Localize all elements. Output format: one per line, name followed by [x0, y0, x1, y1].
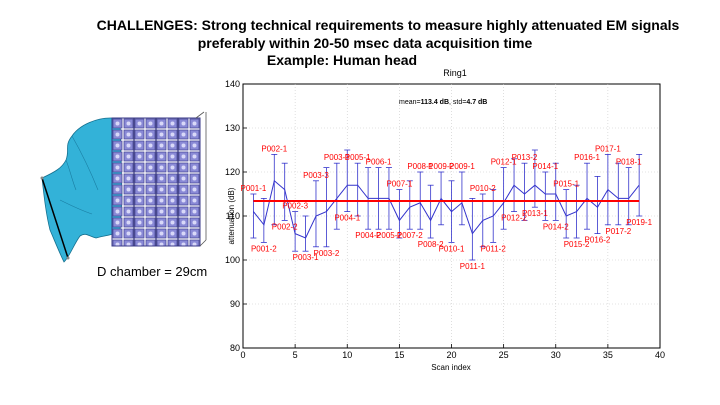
y-tick-label: 140 — [225, 79, 240, 89]
point-label: P004-1 — [334, 214, 360, 223]
point-label: P003-1 — [293, 253, 319, 262]
head-surface — [41, 117, 123, 263]
point-label: P017-1 — [595, 144, 621, 153]
point-label: P019-1 — [626, 218, 652, 227]
std-value: 4.7 dB — [466, 99, 487, 106]
chart-title: Ring1 — [443, 68, 467, 78]
x-tick-label: 30 — [551, 350, 561, 360]
point-label: P003-3 — [303, 171, 329, 180]
point-label: P004-2 — [355, 231, 381, 240]
point-label: P012-1 — [491, 158, 517, 167]
point-label: P005-2 — [376, 231, 402, 240]
point-labels: P001-1P001-2P002-1P002-2P002-3P003-1P003… — [241, 144, 653, 271]
point-label: P001-2 — [251, 244, 277, 253]
y-tick-label: 80 — [230, 343, 240, 353]
point-label: P016-1 — [574, 153, 600, 162]
std-label: std= — [453, 99, 466, 106]
point-label: P010-2 — [470, 184, 496, 193]
point-label: P015-1 — [553, 180, 579, 189]
point-label: P017-2 — [605, 227, 631, 236]
y-axis-label: attenuation (dB) — [227, 187, 236, 244]
x-tick-label: 40 — [655, 350, 665, 360]
y-tick-label: 120 — [225, 167, 240, 177]
y-tick-label: 100 — [225, 255, 240, 265]
point-label: P007-1 — [386, 180, 412, 189]
chamber-diameter-label: D chamber = 29cm — [97, 264, 208, 279]
point-label: P002-2 — [272, 222, 298, 231]
x-tick-label: 0 — [240, 350, 245, 360]
y-tick-label: 90 — [230, 299, 240, 309]
point-label: P016-2 — [585, 236, 611, 245]
point-label: P014-2 — [543, 222, 569, 231]
x-tick-label: 10 — [342, 350, 352, 360]
point-label: P010-1 — [439, 244, 465, 253]
point-label: P003-2 — [314, 249, 340, 258]
point-label: P018-1 — [616, 158, 642, 167]
point-label: P002-1 — [261, 144, 287, 153]
point-label: P014-1 — [532, 162, 558, 171]
point-label: P005-1 — [345, 153, 371, 162]
point-label: P006-1 — [366, 158, 392, 167]
point-label: P009-2 — [428, 162, 454, 171]
x-tick-label: 5 — [293, 350, 298, 360]
point-label: P015-2 — [564, 240, 590, 249]
x-axis: 0 5 10 15 20 25 30 35 40 — [240, 344, 665, 360]
mean-value: 113.4 dB — [421, 99, 449, 106]
head-chamber-illustration — [40, 111, 207, 263]
series-line — [253, 179, 640, 239]
slide-subtitle: Example: Human head — [266, 52, 418, 68]
x-tick-label: 15 — [394, 350, 404, 360]
point-label: P001-1 — [241, 184, 267, 193]
point-label: P003-3 — [324, 153, 350, 162]
point-label: P008-1 — [407, 162, 433, 171]
error-bars — [250, 149, 643, 261]
slide-title-line-2: preferably within 20-50 msec data acquis… — [197, 35, 533, 51]
x-tick-label: 25 — [499, 350, 509, 360]
y-tick-label: 130 — [225, 123, 240, 133]
mean-label: mean= — [399, 99, 421, 106]
x-tick-label: 20 — [446, 350, 456, 360]
point-label: P011-2 — [481, 244, 507, 253]
point-label: P002-3 — [282, 202, 308, 211]
point-label: P013-1 — [522, 209, 548, 218]
point-label: P011-1 — [460, 262, 486, 271]
slide-title-line-1: CHALLENGES: Strong technical requirement… — [96, 17, 680, 33]
point-label: P009-1 — [449, 162, 475, 171]
point-label: P013-2 — [512, 153, 538, 162]
point-label: P012-2 — [501, 214, 527, 223]
x-axis-label: Scan index — [431, 363, 471, 372]
point-label: P007-2 — [397, 231, 423, 240]
point-label: P008-2 — [418, 240, 444, 249]
x-tick-label: 35 — [603, 350, 613, 360]
y-tick-label: 110 — [226, 211, 240, 221]
y-axis: 80 90 100 110 120 130 140 — [225, 79, 247, 353]
probe-line — [41, 177, 69, 259]
mean-std-annotation: mean=113.4 dB, std=4.7 dB — [399, 99, 487, 106]
